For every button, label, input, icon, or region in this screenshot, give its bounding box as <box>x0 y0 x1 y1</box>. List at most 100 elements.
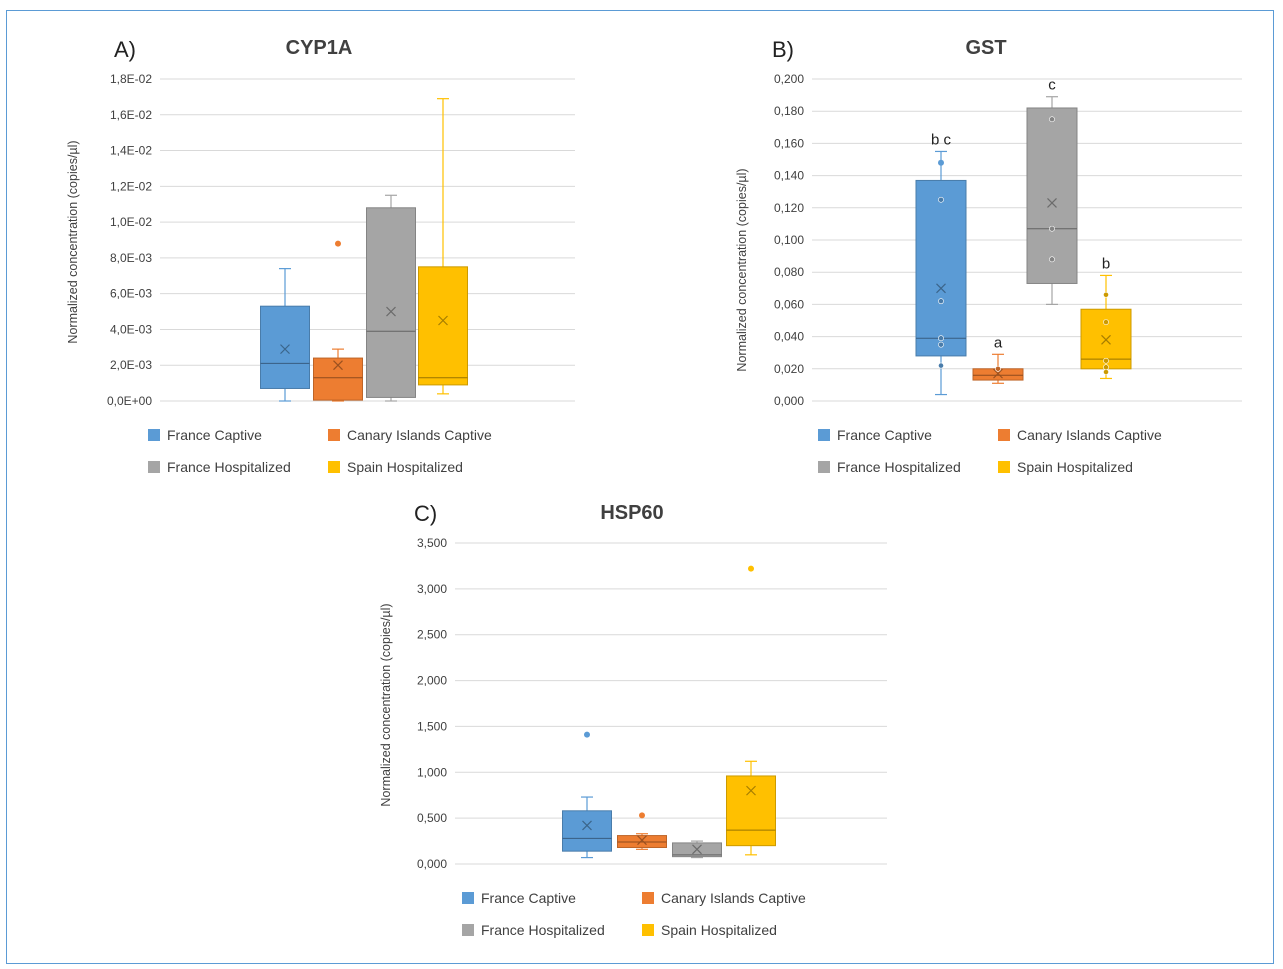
legend-swatch <box>328 429 340 441</box>
mean-marker <box>386 306 396 317</box>
legend-label: Canary Islands Captive <box>661 890 806 906</box>
plot-area: 0,0E+00 2,0E-03 4,0E-03 6,0E-03 8,0E-03 1,0E-… <box>107 72 575 408</box>
legend-item: France Captive <box>462 890 576 906</box>
y-tick-label: 2,500 <box>417 628 447 642</box>
legend-item: Spain Hospitalized <box>642 922 777 938</box>
box-2: c <box>1026 77 1078 305</box>
y-tick-label: 0,020 <box>774 362 804 376</box>
legend-label: France Captive <box>837 427 932 443</box>
box-3: b <box>1080 255 1132 380</box>
legend-swatch <box>148 429 160 441</box>
y-tick-label: 1,8E-02 <box>110 72 152 86</box>
data-point <box>1103 364 1109 371</box>
data-point <box>938 196 944 203</box>
box-0: b c <box>915 131 967 396</box>
box-0 <box>562 731 612 859</box>
outlier-point <box>584 731 590 738</box>
legend-swatch <box>818 461 830 473</box>
chart-title: CYP1A <box>286 37 353 59</box>
legend-swatch <box>148 461 160 473</box>
mean-marker <box>1047 198 1057 208</box>
y-tick-label: 0,080 <box>774 265 804 279</box>
y-tick-label: 1,4E-02 <box>110 144 152 158</box>
y-tick-label: 0,100 <box>774 233 804 247</box>
significance-label: c <box>1048 77 1056 94</box>
plot-area: 0,000 0,020 0,040 0,060 0,080 0,100 0,120 0,140… <box>774 72 1242 408</box>
mean-marker <box>1101 334 1111 345</box>
legend-item: Canary Islands Captive <box>328 427 492 443</box>
significance-label: b <box>1102 255 1110 272</box>
box-2 <box>366 194 416 402</box>
box-2 <box>672 840 722 859</box>
significance-label: b c <box>931 131 952 148</box>
legend-swatch <box>462 924 474 936</box>
legend-label: Canary Islands Captive <box>1017 427 1162 443</box>
legend-label: Spain Hospitalized <box>347 459 463 475</box>
mean-marker <box>280 344 290 355</box>
y-tick-label: 0,040 <box>774 330 804 344</box>
y-tick-label: 0,180 <box>774 104 804 118</box>
y-tick-label: 1,000 <box>417 765 447 779</box>
y-tick-label: 0,0E+00 <box>107 394 152 408</box>
chart-title: GST <box>965 37 1006 59</box>
legend-label: France Hospitalized <box>481 922 605 938</box>
legend-item: France Hospitalized <box>462 922 605 938</box>
legend-swatch <box>462 892 474 904</box>
mean-marker <box>692 844 702 855</box>
box-3 <box>418 98 468 395</box>
y-tick-label: 0,200 <box>774 72 804 86</box>
plot-area: 0,000 0,500 1,000 1,500 2,000 2,500 3,000 3,500 <box>417 536 887 871</box>
data-point <box>1049 225 1055 232</box>
y-tick-label: 6,0E-03 <box>110 287 152 301</box>
significance-label: a <box>994 334 1003 351</box>
y-tick-label: 1,0E-02 <box>110 215 152 229</box>
data-point <box>938 362 944 369</box>
mean-marker <box>637 835 647 846</box>
y-tick-label: 8,0E-03 <box>110 251 152 265</box>
box-3 <box>726 565 776 856</box>
legend-item: France Hospitalized <box>148 459 291 475</box>
mean-marker <box>333 360 343 371</box>
outlier-point <box>938 159 944 166</box>
legend-label: France Captive <box>167 427 262 443</box>
y-axis-label: Normalized concentration (copies/µl) <box>66 140 80 343</box>
data-point <box>1103 357 1109 364</box>
legend-item: Spain Hospitalized <box>998 459 1133 475</box>
box-iqr <box>260 305 310 389</box>
y-tick-label: 3,000 <box>417 582 447 596</box>
legend-label: France Captive <box>481 890 576 906</box>
box-iqr <box>366 207 416 398</box>
box-1 <box>313 240 363 402</box>
y-tick-label: 0,000 <box>417 857 447 871</box>
mean-marker <box>993 368 1003 379</box>
legend-item: Spain Hospitalized <box>328 459 463 475</box>
y-tick-label: 0,120 <box>774 201 804 215</box>
y-tick-label: 1,2E-02 <box>110 179 152 193</box>
data-point <box>1049 256 1055 263</box>
figure-frame <box>6 10 1274 964</box>
legend-label: France Hospitalized <box>167 459 291 475</box>
box-1: a <box>972 334 1024 384</box>
y-tick-label: 1,500 <box>417 719 447 733</box>
legend-item: France Captive <box>148 427 262 443</box>
legend: France Captive Canary Islands Captive Fran… <box>462 890 806 938</box>
box-iqr <box>313 357 363 401</box>
data-point <box>1103 319 1109 326</box>
mean-marker <box>746 785 756 796</box>
y-axis-label: Normalized concentration (copies/µl) <box>735 168 749 371</box>
data-point <box>1103 369 1109 375</box>
data-point <box>938 341 944 348</box>
chart-gst: B) GST Normalized concentration (copies/… <box>735 37 1242 475</box>
legend: France Captive Canary Islands Captive Fran… <box>818 427 1162 475</box>
box-iqr <box>418 266 468 386</box>
legend-item: Canary Islands Captive <box>642 890 806 906</box>
mean-marker <box>936 283 946 294</box>
legend-swatch <box>642 892 654 904</box>
outlier-point <box>639 812 645 819</box>
legend-item: France Captive <box>818 427 932 443</box>
panel-label: B) <box>772 37 794 62</box>
y-tick-label: 4,0E-03 <box>110 322 152 336</box>
box-iqr <box>562 810 612 852</box>
legend-item: Canary Islands Captive <box>998 427 1162 443</box>
legend-label: Spain Hospitalized <box>1017 459 1133 475</box>
